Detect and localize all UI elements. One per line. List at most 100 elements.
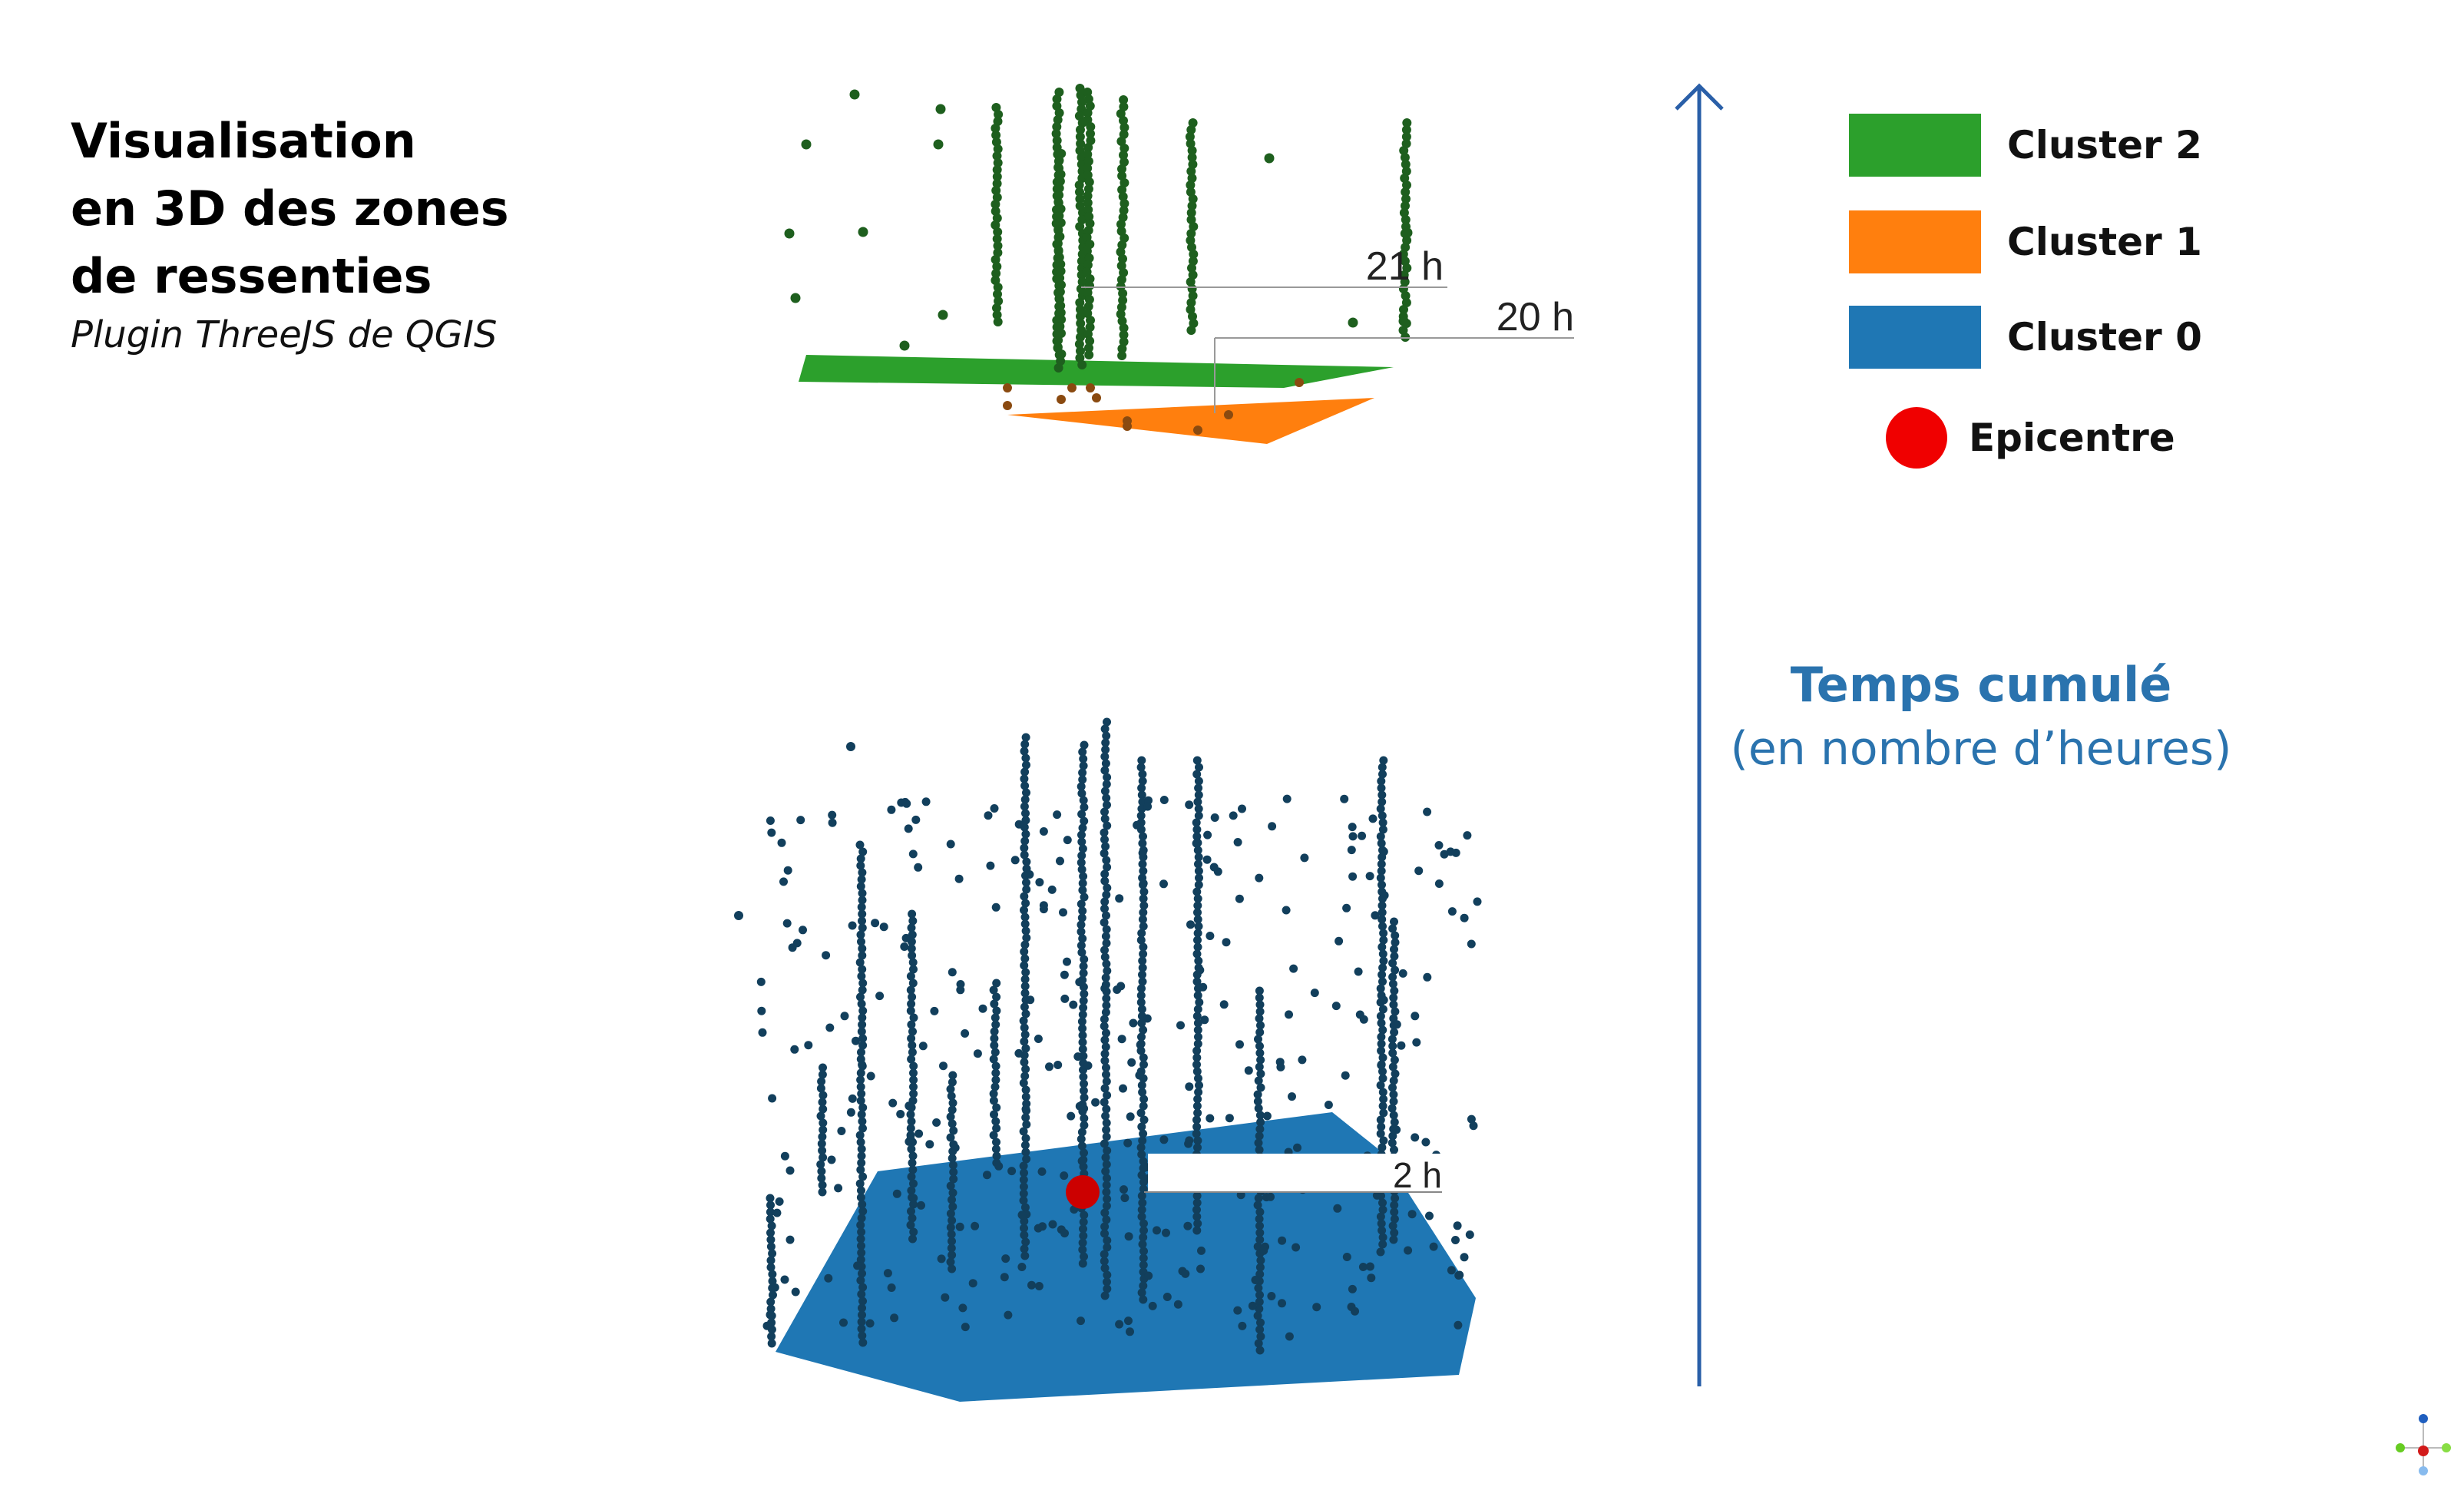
point-marker — [990, 804, 999, 813]
point-marker — [1206, 932, 1215, 940]
layer-label-21h: 21 h — [1366, 244, 1444, 289]
point-marker — [1139, 908, 1148, 917]
point-marker — [1390, 1201, 1399, 1210]
point-marker — [856, 1193, 865, 1202]
point-marker — [1390, 917, 1398, 926]
point-marker — [933, 139, 944, 150]
point-marker — [1077, 789, 1086, 798]
point-marker — [1193, 908, 1202, 917]
point-marker — [1194, 922, 1203, 931]
point-marker — [1186, 326, 1196, 335]
point-marker — [1077, 810, 1086, 819]
point-marker — [1187, 174, 1197, 183]
point-marker — [908, 1041, 917, 1050]
point-marker — [1402, 180, 1411, 190]
point-marker — [791, 1287, 800, 1297]
point-marker — [1266, 1192, 1275, 1201]
point-marker — [1192, 1122, 1202, 1131]
point-marker — [1092, 393, 1101, 402]
point-marker — [1116, 220, 1126, 229]
point-marker — [909, 1179, 918, 1188]
point-marker — [1255, 1290, 1264, 1300]
point-marker — [1118, 254, 1127, 263]
point-marker — [1077, 1134, 1086, 1144]
point-marker — [907, 1020, 916, 1029]
point-marker — [1401, 125, 1411, 134]
point-marker — [1100, 807, 1109, 816]
point-marker — [1255, 1048, 1265, 1058]
point-marker — [1139, 1053, 1148, 1062]
point-marker — [909, 1082, 918, 1091]
point-marker — [1194, 777, 1203, 786]
point-marker — [991, 1075, 1000, 1085]
point-marker — [1255, 1214, 1264, 1224]
point-marker — [1188, 160, 1198, 169]
point-marker — [991, 1144, 1000, 1154]
point-marker — [1021, 968, 1030, 977]
point-marker — [1078, 1031, 1087, 1040]
point-marker — [1120, 1185, 1128, 1194]
point-marker — [866, 1071, 875, 1081]
point-marker — [1390, 1055, 1399, 1065]
point-marker — [858, 1103, 868, 1112]
point-marker — [1264, 153, 1275, 164]
point-marker — [1192, 1191, 1202, 1201]
point-marker — [1377, 1032, 1386, 1042]
point-marker — [1188, 118, 1198, 128]
point-marker — [857, 1317, 866, 1326]
point-marker — [1138, 1088, 1147, 1097]
point-marker — [1267, 1292, 1276, 1300]
point-marker — [991, 186, 1001, 195]
point-marker — [822, 951, 831, 960]
point-marker — [1185, 800, 1194, 810]
point-marker — [908, 909, 917, 919]
point-marker — [858, 1331, 867, 1340]
point-marker — [1379, 929, 1388, 938]
point-marker — [1402, 263, 1412, 273]
point-marker — [1116, 310, 1126, 319]
point-marker — [1341, 1071, 1350, 1080]
point-marker — [1100, 1263, 1110, 1273]
point-marker — [818, 1146, 827, 1155]
point-marker — [780, 1151, 789, 1161]
point-marker — [1377, 1018, 1386, 1028]
point-marker — [1401, 201, 1410, 210]
point-marker — [1100, 918, 1109, 927]
point-marker — [1075, 978, 1084, 987]
point-marker — [828, 818, 837, 827]
point-marker — [817, 1077, 826, 1086]
point-marker — [1019, 1182, 1028, 1191]
legend-swatch-cluster-2 — [1849, 114, 1981, 177]
point-marker — [1392, 1020, 1401, 1029]
point-marker — [948, 1078, 957, 1087]
point-marker — [1192, 1067, 1202, 1076]
point-marker — [883, 1269, 892, 1278]
point-marker — [949, 1126, 958, 1135]
point-marker — [766, 816, 775, 825]
point-marker — [1378, 977, 1387, 986]
point-marker — [1194, 790, 1203, 800]
point-marker — [1020, 954, 1030, 963]
point-marker — [1020, 912, 1030, 922]
point-marker — [909, 1200, 918, 1209]
point-marker — [1256, 1069, 1265, 1078]
point-marker — [1192, 1212, 1202, 1221]
point-marker — [1159, 1135, 1169, 1144]
point-marker — [1139, 879, 1148, 888]
point-marker — [1137, 1018, 1146, 1028]
point-marker — [1193, 797, 1202, 806]
point-marker — [1083, 150, 1093, 159]
point-marker — [871, 919, 880, 928]
point-marker — [1020, 940, 1030, 949]
point-marker — [1085, 219, 1095, 228]
point-marker — [840, 1012, 849, 1021]
point-marker — [1186, 208, 1196, 217]
point-marker — [1127, 1058, 1136, 1067]
point-marker — [1192, 1053, 1202, 1062]
point-marker — [1078, 879, 1087, 888]
point-marker — [1014, 1048, 1024, 1058]
point-marker — [1378, 908, 1387, 917]
point-marker — [857, 1048, 865, 1057]
point-marker — [1119, 116, 1128, 125]
point-marker — [990, 1027, 999, 1036]
